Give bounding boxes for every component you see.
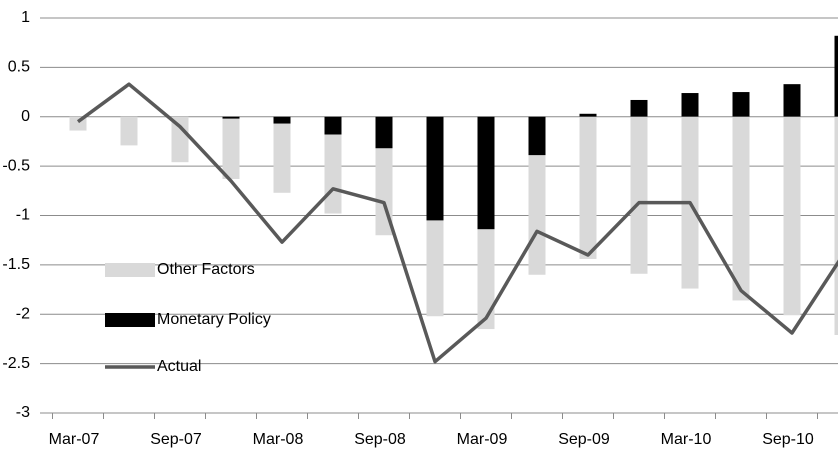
bar [834, 116, 838, 335]
bar [222, 116, 240, 119]
bar [171, 116, 189, 163]
bar [273, 123, 291, 193]
bar [528, 155, 546, 275]
legend-label: Monetary Policy [157, 311, 271, 328]
bar [324, 134, 342, 214]
y-tick-label: -0.5 [2, 157, 30, 174]
bar [732, 116, 750, 301]
bar [630, 116, 648, 274]
bar [426, 220, 444, 317]
bar [528, 116, 546, 156]
y-tick-label: -3 [16, 404, 30, 421]
bar [375, 116, 393, 149]
x-tick-label: Mar-10 [661, 431, 712, 448]
bar [120, 116, 138, 146]
y-tick-label: 0.5 [8, 59, 30, 76]
bar [273, 116, 291, 124]
bar [579, 113, 597, 117]
bar [783, 116, 801, 316]
x-tick-label: Sep-10 [762, 431, 814, 448]
line-series [76, 82, 838, 364]
y-tick-label: 1 [21, 9, 30, 26]
y-tick-label: -2.5 [2, 355, 30, 372]
y-tick-label: -1 [16, 207, 30, 224]
bar [222, 118, 240, 179]
legend-swatch [105, 313, 155, 327]
y-tick-label: 0 [21, 108, 30, 125]
x-tick-label: Sep-09 [558, 431, 610, 448]
bar [630, 99, 648, 117]
legend-swatch [105, 263, 155, 277]
bar [324, 116, 342, 135]
x-tick-label: Mar-08 [253, 431, 304, 448]
bar [477, 116, 495, 230]
x-tick-label: Mar-09 [457, 431, 508, 448]
bar [783, 84, 801, 117]
x-tick-label: Sep-08 [354, 431, 406, 448]
y-tick-label: -2 [16, 305, 30, 322]
bar [579, 116, 597, 259]
bar [732, 92, 750, 117]
bar [834, 35, 838, 117]
legend-label: Actual [157, 358, 201, 375]
y-tick-label: -1.5 [2, 256, 30, 273]
bar [477, 229, 495, 330]
x-tick-label: Sep-07 [150, 431, 202, 448]
bar [426, 116, 444, 221]
bar [681, 93, 699, 117]
x-tick-label: Mar-07 [49, 431, 100, 448]
legend-label: Other Factors [157, 261, 255, 278]
